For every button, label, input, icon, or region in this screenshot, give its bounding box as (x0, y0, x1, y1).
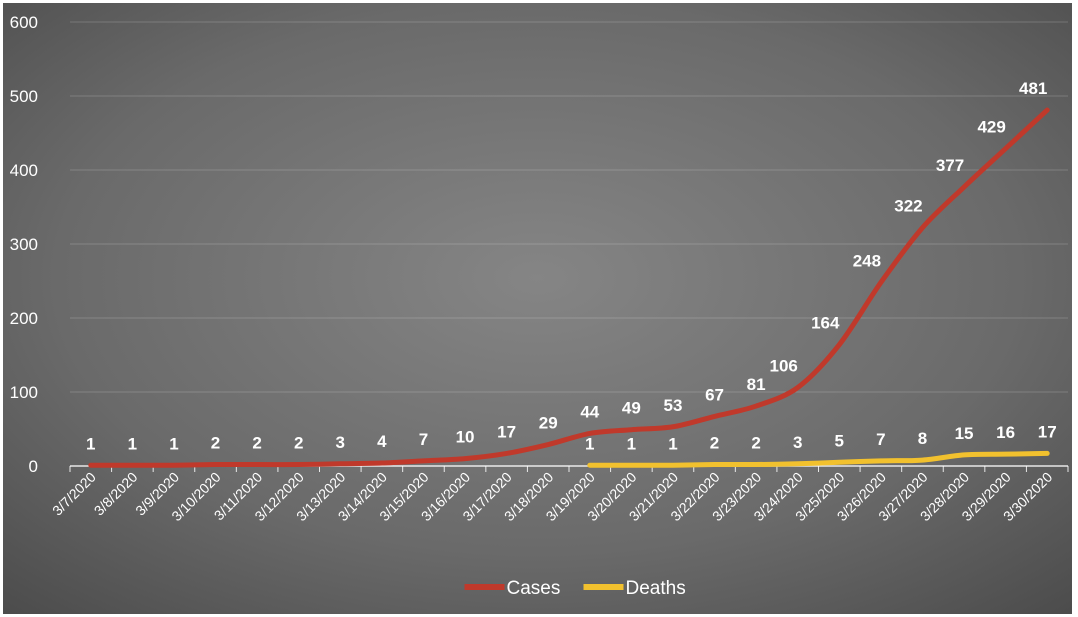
data-label-cases: 53 (663, 396, 682, 415)
data-label-cases: 81 (747, 375, 766, 394)
series-line-cases (88, 107, 1050, 468)
data-label-cases: 248 (853, 251, 881, 270)
data-label-cases: 322 (894, 197, 922, 216)
chart-background (3, 3, 1072, 614)
y-tick-label: 400 (10, 161, 38, 180)
data-label-cases: 481 (1019, 79, 1047, 98)
data-label-cases: 2 (294, 434, 303, 453)
y-axis: 0 100 200 300 400 500 600 (10, 13, 38, 476)
data-label-deaths: 1 (668, 434, 677, 453)
legend-label-deaths: Deaths (626, 578, 686, 599)
data-label-cases: 10 (456, 428, 475, 447)
x-axis: 3/7/20203/8/20203/9/20203/10/20203/11/20… (49, 465, 1069, 524)
data-label-deaths: 7 (876, 430, 885, 449)
data-label-cases: 3 (336, 433, 345, 452)
data-label-deaths: 1 (627, 434, 636, 453)
data-label-deaths: 5 (835, 431, 844, 450)
data-label-deaths: 17 (1038, 422, 1057, 441)
data-label-cases: 67 (705, 385, 724, 404)
data-label-cases: 1 (128, 434, 137, 453)
data-label-cases: 7 (419, 430, 428, 449)
y-tick-label: 100 (10, 383, 38, 402)
data-label-cases: 164 (811, 314, 840, 333)
data-label-cases: 17 (497, 422, 516, 441)
series-line-deaths (587, 450, 1050, 468)
data-label-deaths: 16 (996, 423, 1015, 442)
data-label-deaths: 3 (793, 433, 802, 452)
legend-label-cases: Cases (507, 578, 561, 599)
data-label-deaths: 1 (585, 434, 594, 453)
data-label-cases: 429 (977, 118, 1005, 137)
data-label-cases: 44 (580, 402, 599, 421)
data-label-cases: 377 (936, 156, 964, 175)
data-label-deaths: 15 (955, 424, 974, 443)
data-label-cases: 49 (622, 399, 641, 418)
data-label-cases: 4 (377, 432, 387, 451)
gridlines (70, 21, 1068, 393)
data-label-cases: 1 (86, 434, 95, 453)
y-tick-label: 500 (10, 87, 38, 106)
data-label-deaths: 2 (710, 434, 719, 453)
data-label-cases: 106 (770, 357, 798, 376)
series-lines (88, 107, 1050, 468)
y-tick-label: 200 (10, 309, 38, 328)
data-label-deaths: 8 (918, 429, 927, 448)
data-label-cases: 1 (169, 434, 178, 453)
y-tick-label: 0 (29, 457, 38, 476)
legend: Cases Deaths (464, 578, 686, 599)
data-label-deaths: 2 (751, 434, 760, 453)
y-tick-label: 300 (10, 235, 38, 254)
data-label-cases: 2 (211, 434, 220, 453)
y-tick-label: 600 (10, 13, 38, 32)
data-label-cases: 2 (252, 434, 261, 453)
data-label-cases: 29 (539, 414, 558, 433)
